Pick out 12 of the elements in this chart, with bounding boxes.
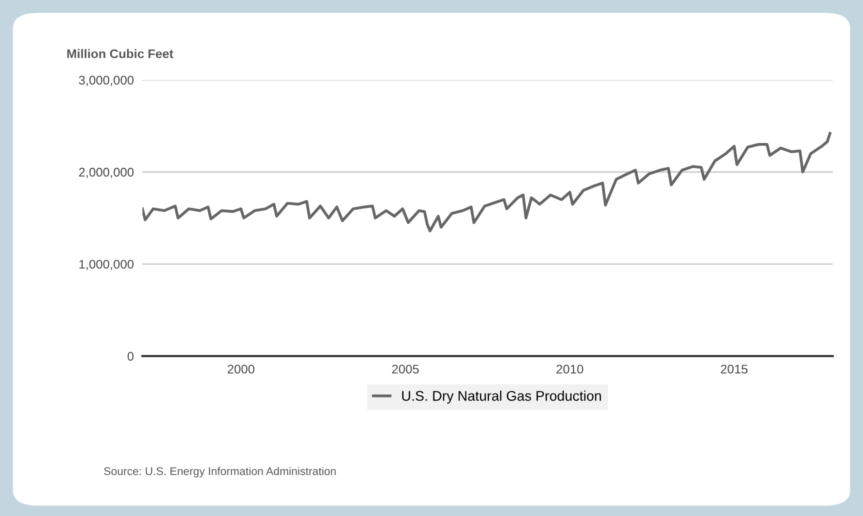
x-tick-label: 2005: [392, 364, 419, 374]
x-tick-label: 2000: [228, 364, 254, 374]
y-tick-label: 2,000,000: [79, 168, 134, 178]
y-axis-title: Million Cubic Feet: [67, 49, 174, 58]
source-note: Source: U.S. Energy Information Administration: [104, 466, 336, 478]
x-tick-label: 2010: [556, 364, 584, 374]
y-tick-label: 1,000,000: [79, 260, 134, 270]
y-tick-label: 0: [128, 352, 134, 361]
x-tick-label: 2015: [720, 364, 748, 374]
line-series: [142, 132, 832, 232]
legend-label: U.S. Dry Natural Gas Production: [402, 390, 601, 404]
y-tick-label: 3,000,000: [78, 76, 134, 86]
